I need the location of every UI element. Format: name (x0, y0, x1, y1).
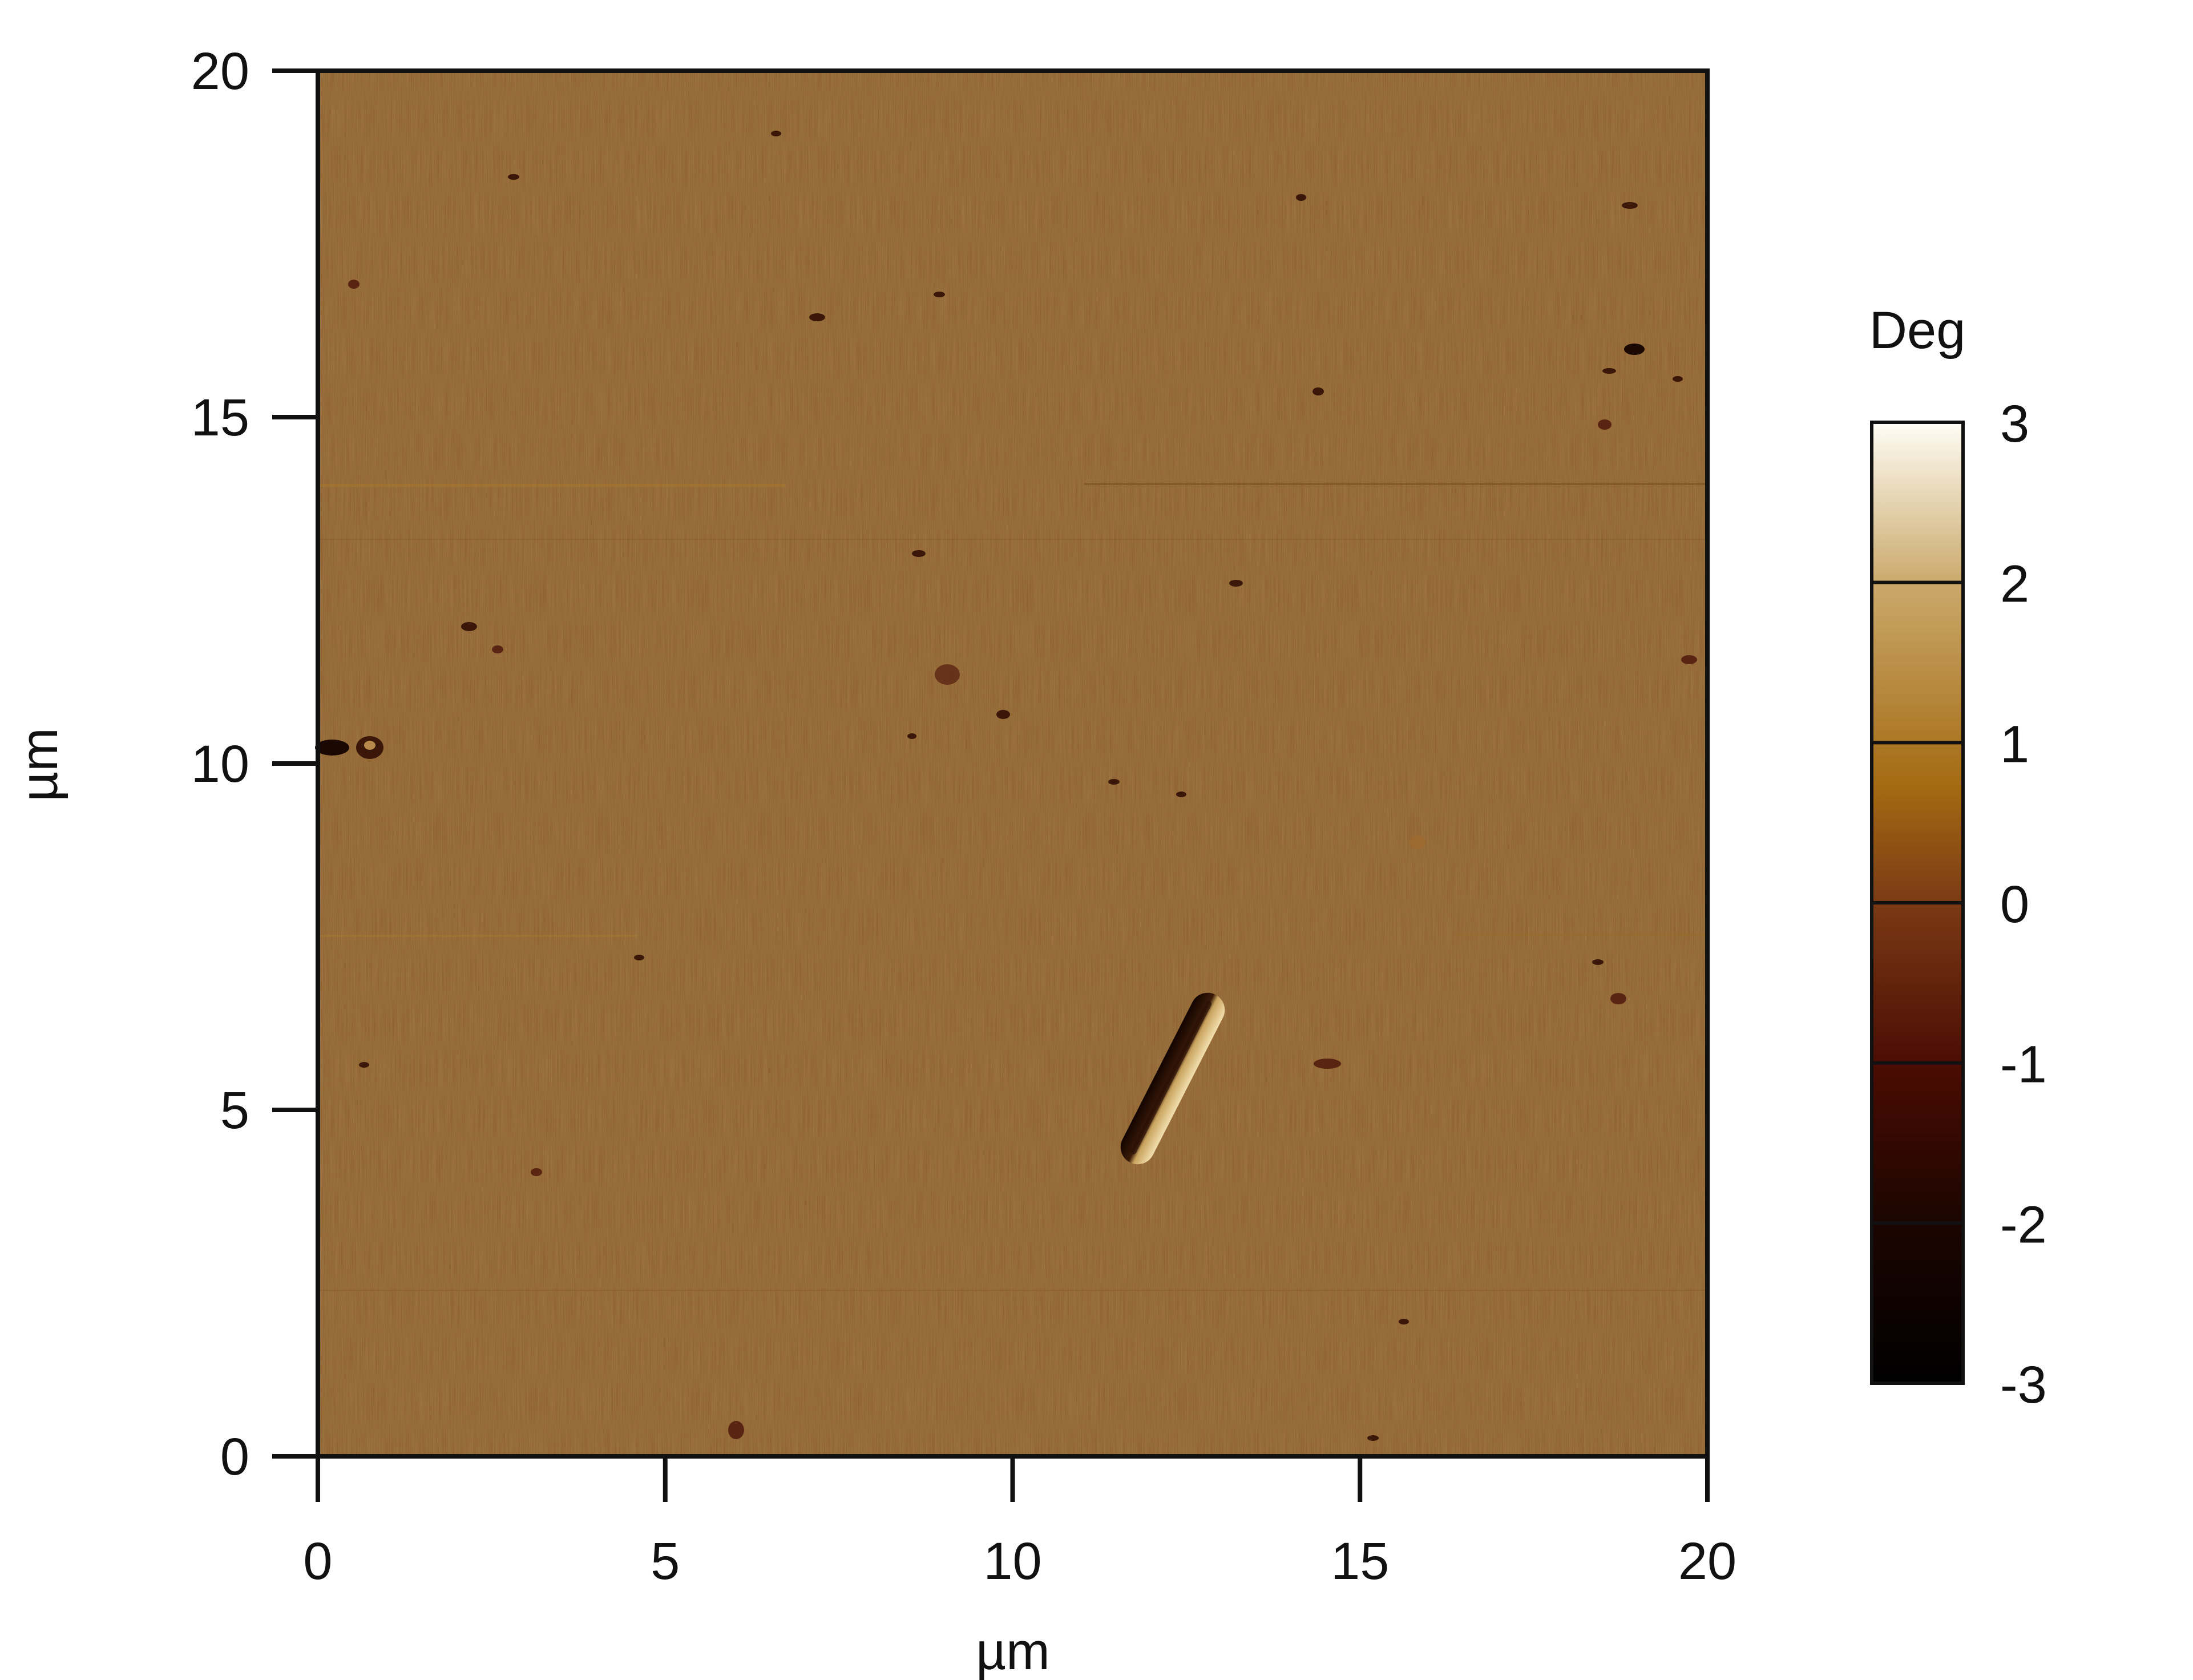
y-ticks: 0 5 10 15 20 (191, 42, 318, 1486)
elongated-particle (1120, 992, 1225, 1165)
colorbar-tick-label: 2 (2000, 555, 2029, 613)
x-tick-label: 20 (1678, 1532, 1736, 1590)
colorbar: Deg 3 2 1 0 -1 -2 -3 (1869, 301, 2047, 1414)
y-tick-label: 15 (191, 389, 249, 447)
colorbar-unit-label: Deg (1869, 301, 1966, 360)
scan-line-artifacts (318, 483, 1707, 1291)
x-axis-label: µm (976, 1622, 1050, 1680)
x-ticks: 0 5 10 15 20 (303, 1456, 1736, 1590)
phase-image (315, 68, 1710, 1459)
y-tick-label: 20 (191, 42, 249, 100)
x-tick-label: 5 (651, 1532, 680, 1590)
colorbar-tick-label: -2 (2000, 1196, 2047, 1254)
colorbar-tick-label: 1 (2000, 715, 2029, 773)
colorbar-tick-label: 3 (2000, 395, 2029, 453)
y-tick-label: 10 (191, 735, 249, 793)
x-tick-label: 0 (303, 1532, 332, 1590)
y-axis-label: µm (10, 728, 68, 802)
colorbar-tick-label: 0 (2000, 875, 2029, 934)
y-tick-label: 0 (220, 1428, 249, 1486)
colorbar-tick-label: -3 (2000, 1356, 2047, 1414)
edge-defect (315, 736, 383, 759)
x-tick-label: 15 (1331, 1532, 1389, 1590)
x-axis: 0 5 10 15 20 µm (303, 1454, 1736, 1680)
colorbar-tick-label: -1 (2000, 1036, 2047, 1094)
x-tick-label: 10 (983, 1532, 1041, 1590)
colorbar-ticks: 3 2 1 0 -1 -2 -3 (1872, 395, 2047, 1414)
y-axis: 0 5 10 15 20 µm (10, 42, 320, 1486)
y-tick-label: 5 (220, 1081, 249, 1140)
surface-specks (348, 131, 1697, 1441)
image-fine-noise (318, 71, 1707, 1456)
